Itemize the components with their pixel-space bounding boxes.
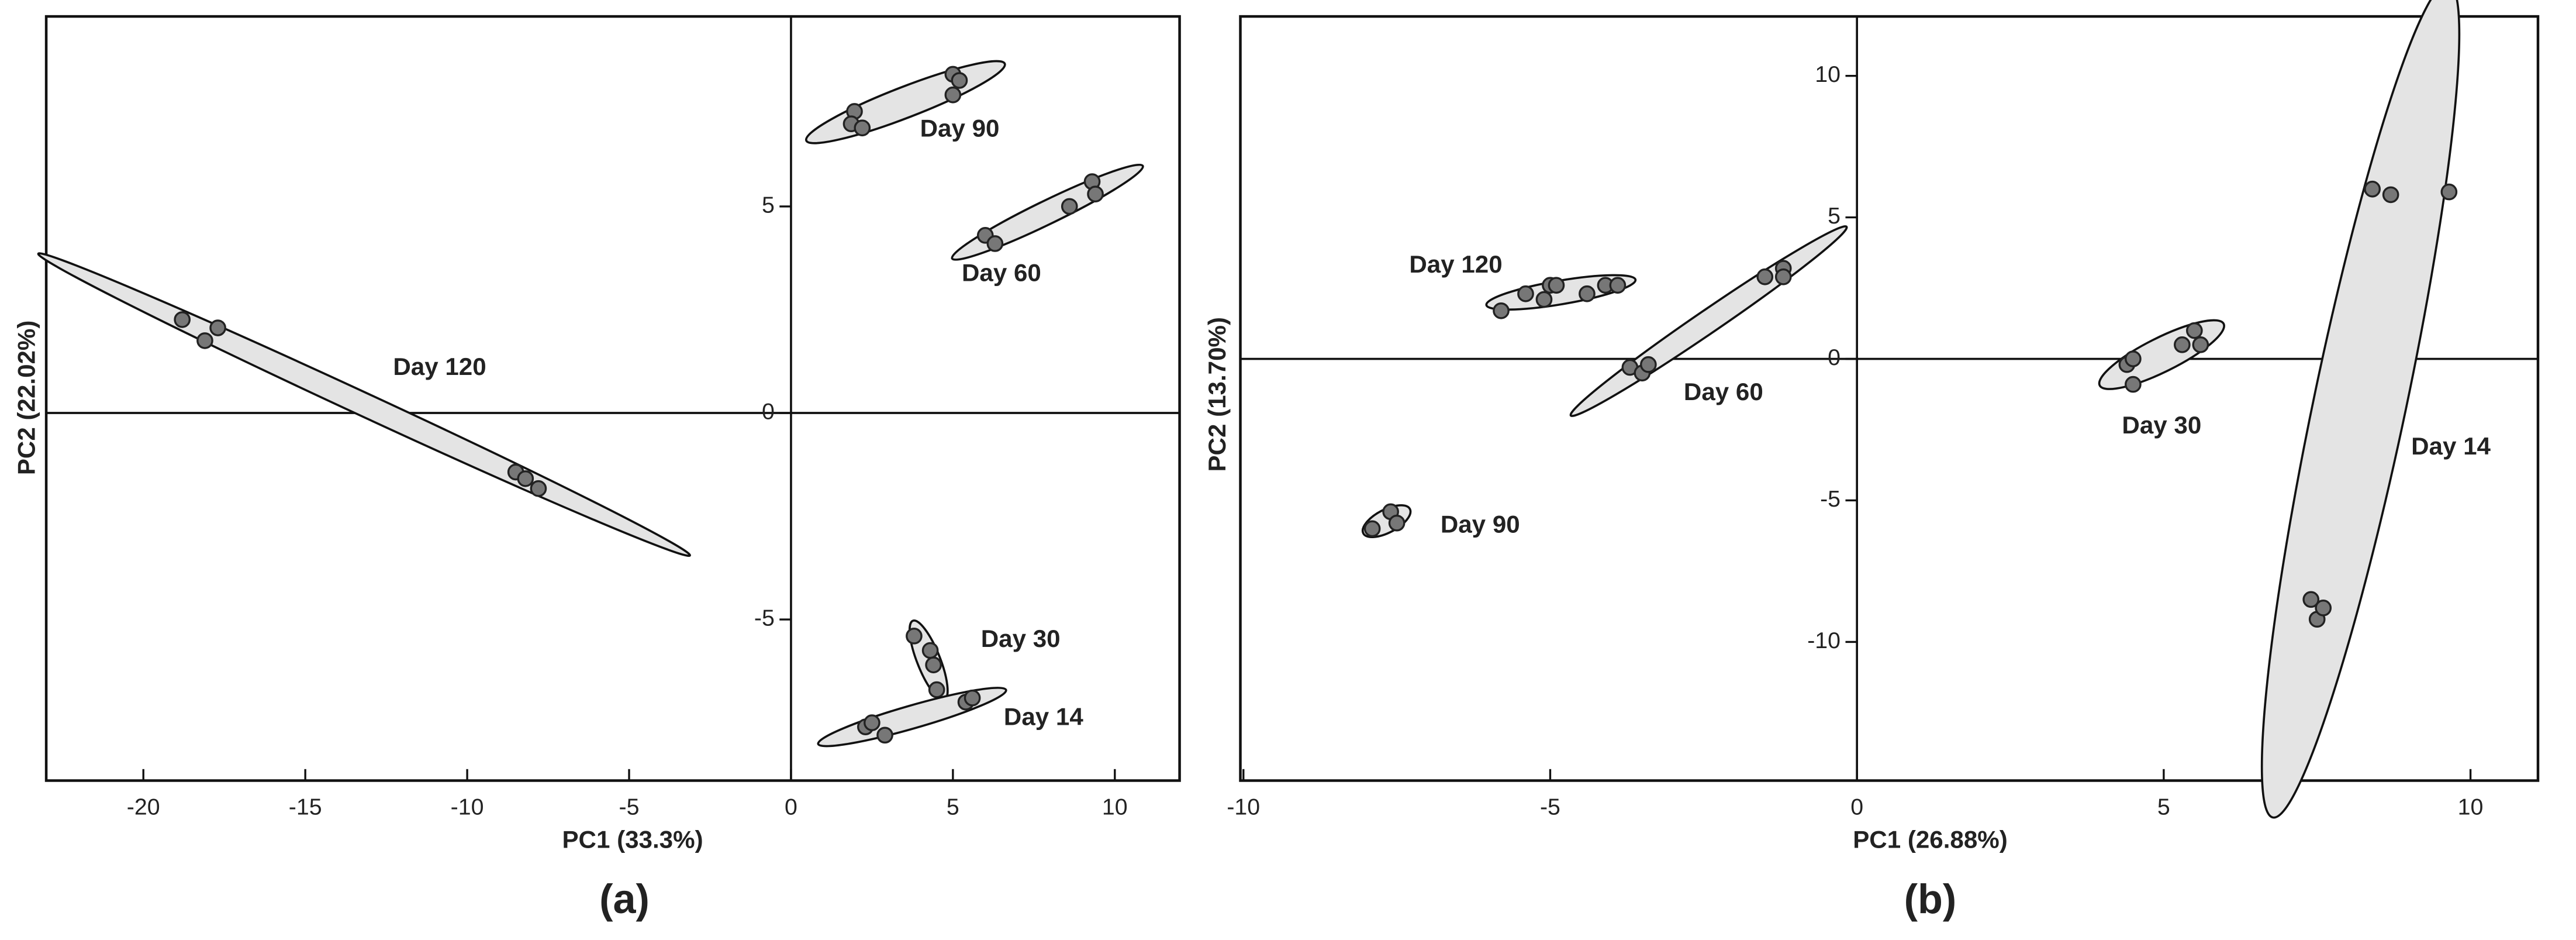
data-point xyxy=(2174,336,2191,353)
x-tick-label: -5 xyxy=(619,794,640,820)
data-point xyxy=(1640,356,1657,373)
data-point xyxy=(2315,600,2332,617)
data-point xyxy=(2125,350,2142,367)
y-axis-title: PC2 (22.02%) xyxy=(12,321,40,476)
panel: -20 -15 -10 -5 0 5 10 -5 0 5 PC1 (33.3%) PC2 (22.02… xyxy=(12,15,1181,922)
data-point xyxy=(951,72,968,89)
group-label: Day 14 xyxy=(1004,703,1083,731)
data-point xyxy=(2382,186,2399,204)
group-label: Day 90 xyxy=(1441,511,1520,538)
x-tick-label: -15 xyxy=(289,794,322,820)
y-tick-label: 0 xyxy=(1828,345,1841,370)
data-point xyxy=(1517,285,1534,302)
y-axis-title: PC2 (13.70%) xyxy=(1203,317,1231,472)
x-tick-label: 0 xyxy=(785,794,797,820)
panel: -10 -5 0 5 10 -10 -5 0 5 10 PC1 (26.88%) PC2 (13.70… xyxy=(1203,0,2540,922)
confidence-ellipse xyxy=(2098,319,2225,390)
x-tick-label: -5 xyxy=(1540,794,1560,820)
data-point xyxy=(2192,336,2209,353)
x-tick-label: 0 xyxy=(1850,794,1863,820)
group-label: Day 60 xyxy=(1684,378,1763,405)
confidence-ellipse xyxy=(817,687,1007,748)
plot-frame xyxy=(44,15,1181,782)
data-point xyxy=(876,726,893,744)
group-label: Day 30 xyxy=(981,625,1061,652)
data-point xyxy=(921,642,939,659)
data-point xyxy=(1609,277,1627,294)
data-point xyxy=(928,681,945,698)
data-point xyxy=(1087,185,1104,203)
x-axis-title: PC1 (26.88%) xyxy=(1853,826,2008,853)
data-point xyxy=(1535,291,1553,308)
confidence-ellipse xyxy=(37,252,691,557)
group-label: Day 120 xyxy=(1409,250,1502,278)
y-tick-label: -5 xyxy=(754,605,775,631)
group-label: Day 120 xyxy=(393,353,486,380)
x-tick-label: -20 xyxy=(127,794,160,820)
x-tick-label: 5 xyxy=(947,794,959,820)
x-tick-label: 5 xyxy=(2157,794,2170,820)
data-point xyxy=(854,119,871,137)
data-point xyxy=(1363,520,1381,538)
data-point xyxy=(986,235,1004,252)
data-point xyxy=(196,332,213,349)
data-point xyxy=(2302,591,2320,608)
data-point xyxy=(2125,376,2142,393)
y-tick-label: -10 xyxy=(1807,628,1841,653)
data-point xyxy=(964,689,981,707)
data-point xyxy=(2440,183,2458,201)
data-point xyxy=(864,714,880,731)
data-point xyxy=(517,470,534,487)
data-point xyxy=(530,480,547,497)
y-tick-label: 5 xyxy=(762,192,775,218)
data-point xyxy=(1388,514,1406,532)
confidence-ellipse xyxy=(2260,0,2461,819)
data-point xyxy=(906,628,923,645)
data-point xyxy=(209,319,226,336)
x-tick-label: 10 xyxy=(2458,794,2484,820)
y-tick-label: 5 xyxy=(1828,203,1841,229)
group-label: Day 30 xyxy=(2122,411,2201,439)
panel-label: (a) xyxy=(599,876,650,922)
data-point xyxy=(174,311,191,328)
group-label: Day 60 xyxy=(962,259,1041,287)
data-point xyxy=(1493,302,1510,319)
data-point xyxy=(1548,277,1565,294)
panel-label: (b) xyxy=(1904,876,1957,922)
plot-frame xyxy=(1239,15,2540,782)
data-point xyxy=(1061,198,1078,215)
y-tick-label: 0 xyxy=(762,398,775,424)
group-label: Day 14 xyxy=(2411,432,2491,460)
x-tick-label: 10 xyxy=(1102,794,1128,820)
data-point xyxy=(1579,285,1596,302)
x-tick-label: -10 xyxy=(451,794,484,820)
confidence-ellipse xyxy=(951,163,1144,261)
data-point xyxy=(1774,268,1792,285)
data-point xyxy=(2364,180,2381,198)
x-axis-title: PC1 (33.3%) xyxy=(562,826,703,853)
data-point xyxy=(944,86,962,104)
x-tick-label: -10 xyxy=(1227,794,1260,820)
data-point xyxy=(925,656,942,674)
y-tick-label: 10 xyxy=(1815,61,1841,87)
y-tick-label: -5 xyxy=(1820,486,1841,512)
group-label: Day 90 xyxy=(920,115,1000,142)
data-point xyxy=(2185,322,2203,339)
data-point xyxy=(1756,268,1774,285)
